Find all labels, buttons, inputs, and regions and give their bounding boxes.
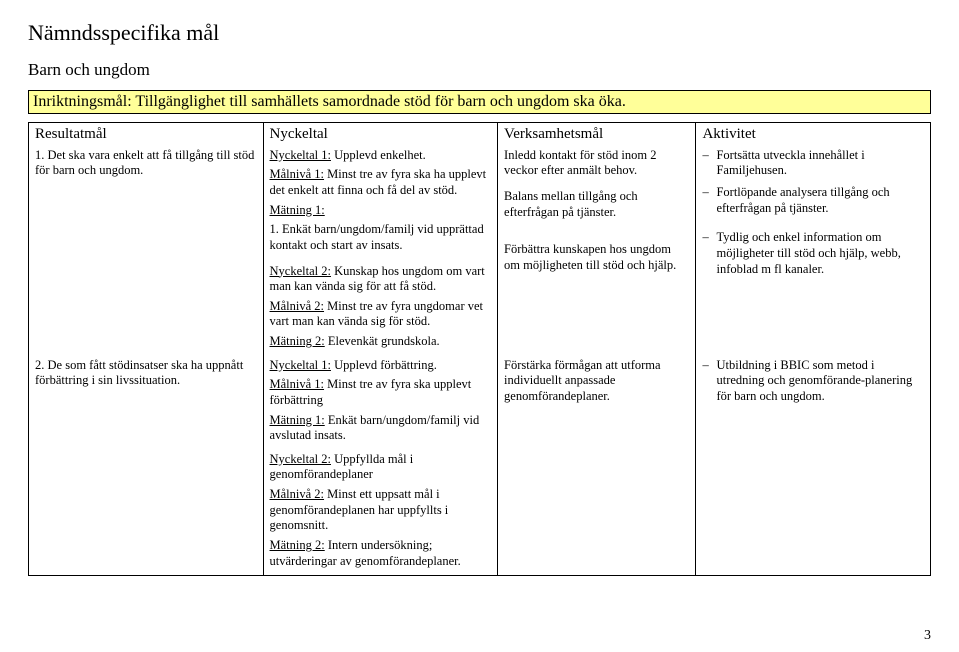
cell-verksamhet-2: Förstärka förmågan att utforma individue… [498, 356, 696, 450]
matning2-text: Elevenkät grundskola. [325, 334, 440, 348]
verk1-1: Inledd kontakt för stöd inom 2 veckor ef… [504, 148, 689, 179]
page-title: Nämndsspecifika mål [28, 20, 931, 46]
r2-matning1-label: Mätning 1: [270, 413, 325, 427]
page-container: Nämndsspecifika mål Barn och ungdom Inri… [0, 0, 959, 652]
cell-nyckeltal-2: Nyckeltal 1: Upplevd förbättring. Målniv… [263, 356, 498, 450]
akt1-2: Fortlöpande analysera tillgång och efter… [702, 185, 924, 216]
cell-result-2: 2. De som fått stödinsatser ska ha uppnå… [29, 356, 264, 450]
r3-malniva2-label: Målnivå 2: [270, 487, 325, 501]
cell-nyckeltal-3: Nyckeltal 2: Uppfyllda mål i genomförand… [263, 450, 498, 576]
cell-result-3 [29, 450, 264, 576]
page-subtitle: Barn och ungdom [28, 60, 931, 80]
matning2-label: Mätning 2: [270, 334, 325, 348]
akt1-3: Tydlig och enkel information om möjlighe… [702, 230, 924, 277]
table-row: 1. Det ska vara enkelt att få tillgång t… [29, 146, 931, 356]
matning1-text: 1. Enkät barn/ungdom/familj vid upprätta… [270, 222, 484, 252]
verk1-2: Balans mellan tillgång och efterfrågan p… [504, 189, 689, 220]
r3-matning2-label: Mätning 2: [270, 538, 325, 552]
cell-verksamhet-1: Inledd kontakt för stöd inom 2 veckor ef… [498, 146, 696, 356]
result-2-text: 2. De som fått stödinsatser ska ha uppnå… [35, 358, 243, 388]
r3-nyck2-label: Nyckeltal 2: [270, 452, 331, 466]
goals-table: Resultatmål Nyckeltal Verksamhetsmål Akt… [28, 122, 931, 576]
r2-nyck1-text: Upplevd förbättring. [331, 358, 437, 372]
cell-nyckeltal-1: Nyckeltal 1: Upplevd enkelhet. Målnivå 1… [263, 146, 498, 356]
direction-goal-bar: Inriktningsmål: Tillgänglighet till samh… [28, 90, 931, 114]
col-header-nyckeltal: Nyckeltal [263, 123, 498, 146]
table-row: Nyckeltal 2: Uppfyllda mål i genomförand… [29, 450, 931, 576]
r2-malniva1-label: Målnivå 1: [270, 377, 325, 391]
table-row: 2. De som fått stödinsatser ska ha uppnå… [29, 356, 931, 450]
col-header-aktivitet: Aktivitet [696, 123, 931, 146]
table-header-row: Resultatmål Nyckeltal Verksamhetsmål Akt… [29, 123, 931, 146]
verk2-1: Förstärka förmågan att utforma individue… [504, 358, 689, 405]
akt1-1: Fortsätta utveckla innehållet i Familjeh… [702, 148, 924, 179]
col-header-verksamhetsmal: Verksamhetsmål [498, 123, 696, 146]
nyck2-label: Nyckeltal 2: [270, 264, 331, 278]
r2-nyck1-label: Nyckeltal 1: [270, 358, 331, 372]
nyck1-label: Nyckeltal 1: [270, 148, 331, 162]
nyck1-text: Upplevd enkelhet. [331, 148, 426, 162]
verk1-3: Förbättra kunskapen hos ungdom om möjlig… [504, 242, 689, 273]
cell-aktivitet-2: Utbildning i BBIC som metod i utredning … [696, 356, 931, 450]
page-number: 3 [924, 628, 931, 644]
cell-verksamhet-3 [498, 450, 696, 576]
cell-result-1: 1. Det ska vara enkelt att få tillgång t… [29, 146, 264, 356]
result-1-text: 1. Det ska vara enkelt att få tillgång t… [35, 148, 254, 178]
matning1-label: Mätning 1: [270, 203, 325, 217]
col-header-resultatmal: Resultatmål [29, 123, 264, 146]
malniva1-label: Målnivå 1: [270, 167, 325, 181]
cell-aktivitet-3 [696, 450, 931, 576]
akt2-1: Utbildning i BBIC som metod i utredning … [702, 358, 924, 405]
malniva2-label: Målnivå 2: [270, 299, 325, 313]
cell-aktivitet-1: Fortsätta utveckla innehållet i Familjeh… [696, 146, 931, 356]
